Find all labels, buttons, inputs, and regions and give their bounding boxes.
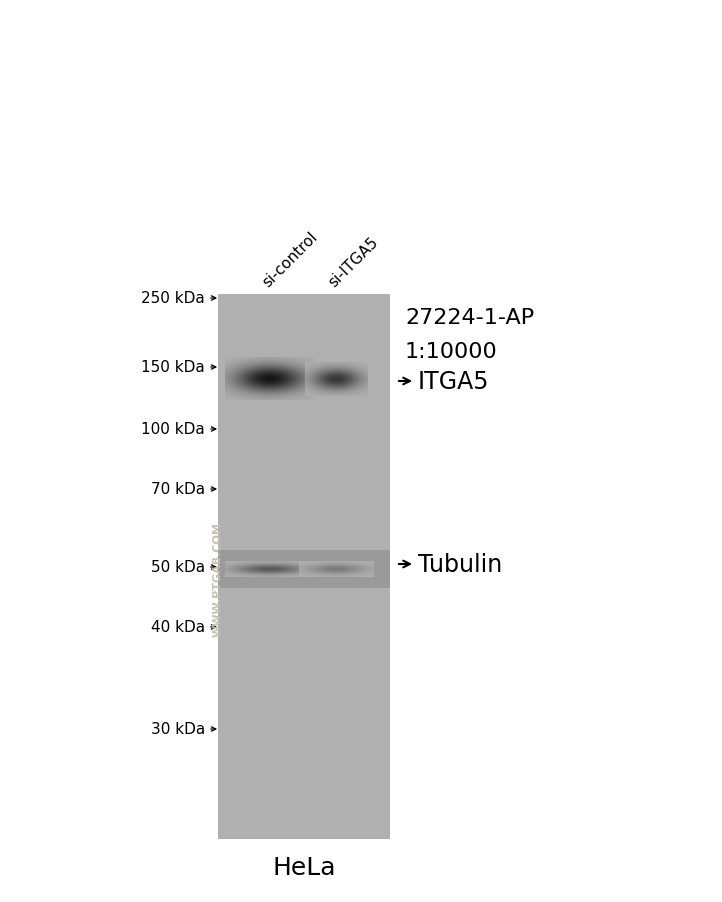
Text: Tubulin: Tubulin [418,552,503,576]
Bar [218,550,390,588]
Text: ITGA5: ITGA5 [418,370,490,393]
Text: si-ITGA5: si-ITGA5 [326,235,381,290]
Text: 50 kDa: 50 kDa [151,560,205,575]
Text: 1:10000: 1:10000 [405,342,497,362]
Text: 30 kDa: 30 kDa [151,722,205,737]
Text: HeLa: HeLa [272,855,336,879]
Text: 100 kDa: 100 kDa [142,422,205,437]
Text: 70 kDa: 70 kDa [151,482,205,497]
Bar [218,295,390,839]
Text: WWW.PTGAB.COM: WWW.PTGAB.COM [213,522,223,637]
Text: 40 kDa: 40 kDa [151,620,205,635]
Text: 250 kDa: 250 kDa [142,291,205,306]
Text: si-control: si-control [259,229,320,290]
Text: 27224-1-AP: 27224-1-AP [405,308,534,327]
Text: 150 kDa: 150 kDa [142,360,205,375]
